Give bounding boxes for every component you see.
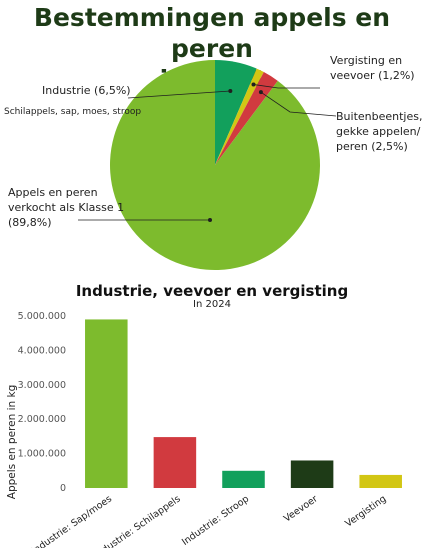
bar xyxy=(85,319,128,488)
pie-label-line: (89,8%) xyxy=(8,216,52,229)
x-tick-label: Industrie: Schilappels xyxy=(93,493,183,548)
pie-leader-dot xyxy=(208,218,212,222)
x-tick-label: Vergisting xyxy=(343,493,388,529)
pie-label: Industrie (6,5%) xyxy=(42,84,131,97)
bar xyxy=(222,470,265,488)
pie-label: Schilappels, sap, moes, stroop xyxy=(4,107,141,117)
y-tick-label: 4.000.000 xyxy=(18,345,66,356)
page-title: Bestemmingen appels en peren in 2024 xyxy=(0,2,424,95)
pie-leader-dot xyxy=(251,82,256,87)
pie-label-line: veevoer (1,2%) xyxy=(330,69,415,82)
pie-label-line: Schilappels, sap, moes, stroop xyxy=(4,107,141,117)
pie-slice xyxy=(215,60,257,165)
x-tick-label: Industrie: Stroop xyxy=(180,493,251,547)
y-tick-label: 1.000.000 xyxy=(18,449,66,460)
pie-label-line: verkocht als Klasse 1 xyxy=(8,201,124,214)
y-tick-label: 5.000.000 xyxy=(18,311,66,322)
y-tick-label: 0 xyxy=(60,483,66,494)
pie-label: Appels en peren verkocht als Klasse 1 (89,… xyxy=(8,186,124,229)
pie-chart: Industrie (6,5%) Schilappels, sap, moes, … xyxy=(4,54,422,271)
pie-label-line: peren (2,5%) xyxy=(336,140,408,153)
y-tick-label: 2.000.000 xyxy=(18,414,66,425)
pie-leader-dot xyxy=(258,90,263,95)
bar-chart-subtitle: In 2024 xyxy=(193,299,231,310)
pie-leader-line xyxy=(127,90,231,99)
y-tick-label: 3.000.000 xyxy=(18,380,66,391)
pie-label-line: Industrie (6,5%) xyxy=(42,84,131,97)
pie-label: Vergisting en veevoer (1,2%) xyxy=(330,54,415,82)
y-axis-label: Appels en peren in kg xyxy=(6,385,18,499)
pie-leader-line xyxy=(253,84,320,89)
bar xyxy=(359,474,402,488)
title-line-1: Bestemmingen appels en peren xyxy=(33,3,391,63)
pie-label-line: Buitenbeentjes, xyxy=(336,110,422,123)
x-tick-label: Veevoer xyxy=(282,493,320,524)
bar xyxy=(290,460,334,488)
pie-label-line: gekke appelen/ xyxy=(336,125,421,138)
pie-label-line: Vergisting en xyxy=(330,54,402,67)
pie-slice xyxy=(110,60,321,271)
pie-slice xyxy=(215,72,278,165)
x-tick-label: Industrie: Sap/moes xyxy=(30,493,114,548)
bar-chart-title: Industrie, veevoer en vergisting xyxy=(75,282,349,300)
pie-label-line: Appels en peren xyxy=(8,186,98,199)
pie-label: Buitenbeentjes, gekke appelen/peren (2,5%… xyxy=(336,110,422,153)
pie-leader-dot xyxy=(228,88,233,93)
bar xyxy=(153,437,197,488)
pie-slice xyxy=(215,68,264,165)
pie-leader-line xyxy=(260,91,337,117)
